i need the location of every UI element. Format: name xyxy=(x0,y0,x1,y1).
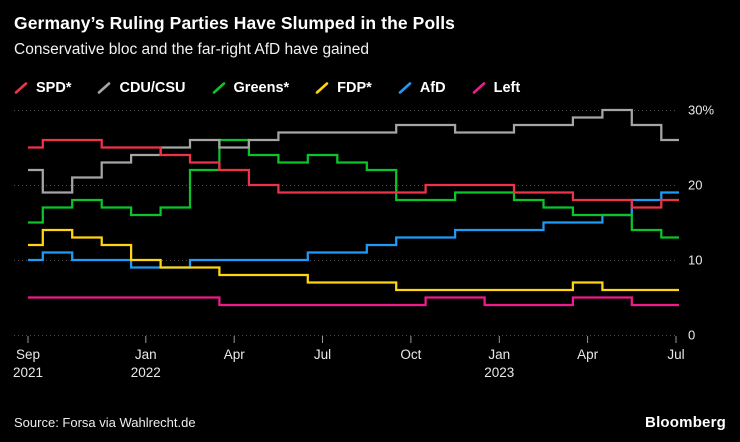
x-axis-label: Jul xyxy=(667,347,684,362)
series-line-left xyxy=(28,295,679,306)
source-note: Source: Forsa via Wahlrecht.de xyxy=(14,415,196,430)
x-axis-label-year: 2022 xyxy=(131,365,161,380)
legend-line-swatch-fdp xyxy=(315,81,329,94)
legend-label-fdp: FDP* xyxy=(337,79,372,96)
y-axis-label: 0 xyxy=(688,327,695,342)
legend-label-greens: Greens* xyxy=(233,79,290,96)
legend-item-greens: Greens* xyxy=(212,79,290,96)
legend: SPD* CDU/CSU Greens* FDP* AfD Left xyxy=(0,80,740,96)
legend-item-left: Left xyxy=(472,79,521,96)
x-axis-label: Sep xyxy=(16,347,40,362)
legend-item-afd: AfD xyxy=(398,80,446,96)
chart-subtitle: Conservative bloc and the far-right AfD … xyxy=(14,41,369,58)
x-axis-label: Apr xyxy=(224,347,246,362)
series-line-greens xyxy=(28,138,679,239)
legend-line-swatch-afd xyxy=(398,81,412,94)
x-axis-label: Jul xyxy=(314,347,331,362)
x-axis-label: Apr xyxy=(577,347,599,362)
chart-title: Germany’s Ruling Parties Have Slumped in… xyxy=(14,13,456,33)
legend-item-spd: SPD* xyxy=(14,80,71,96)
x-axis-label: Oct xyxy=(400,347,421,362)
bloomberg-logo: Bloomberg xyxy=(645,414,726,431)
legend-item-cdu-csu: CDU/CSU xyxy=(97,79,186,96)
series-line-afd xyxy=(28,190,679,269)
chart-footer: Source: Forsa via Wahlrecht.de Bloomberg xyxy=(0,414,740,431)
legend-line-swatch-greens xyxy=(212,81,225,94)
legend-item-fdp: FDP* xyxy=(315,80,372,96)
line-chart: 0 10 20 30% Sep 2021 Jan 2022 Apr Jul Oct Jan 2023 Ap… xyxy=(13,102,714,380)
series-line-fdp xyxy=(28,228,679,291)
y-axis-label: 20 xyxy=(688,177,702,192)
legend-line-swatch-cdu-csu xyxy=(98,81,111,94)
legend-line-swatch-left xyxy=(472,81,485,94)
legend-label-spd: SPD* xyxy=(36,79,72,96)
x-axis-label: Jan xyxy=(488,347,510,362)
y-axis-label: 30% xyxy=(688,102,714,117)
legend-label-afd: AfD xyxy=(419,79,446,96)
chart-header: Germany’s Ruling Parties Have Slumped in… xyxy=(0,0,740,60)
legend-label-cdu-csu: CDU/CSU xyxy=(119,79,186,96)
x-axis-label: Jan xyxy=(135,347,157,362)
series-line-spd xyxy=(28,138,679,209)
y-axis-label: 10 xyxy=(688,252,702,267)
x-axis-label-year: 2023 xyxy=(484,365,514,380)
legend-label-left: Left xyxy=(493,79,521,96)
legend-line-swatch-spd xyxy=(14,81,28,94)
x-axis-label-year: 2021 xyxy=(13,365,43,380)
series-line-cdu-csu xyxy=(28,108,679,194)
